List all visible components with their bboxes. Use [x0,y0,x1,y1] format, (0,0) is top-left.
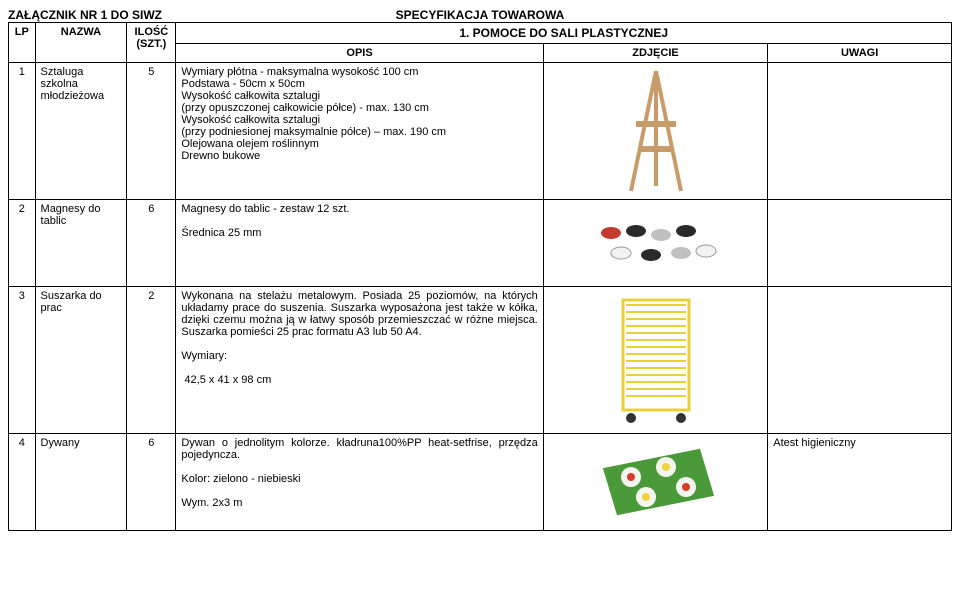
col-opis: OPIS [176,44,543,63]
cell-zdjecie [543,200,768,287]
cell-ilosc: 5 [127,63,176,200]
cell-opis: Magnesy do tablic - zestaw 12 szt. Średn… [176,200,543,287]
cell-lp: 1 [9,63,36,200]
table-row: 1 Sztaluga szkolna młodzieżowa 5 Wymiary… [9,63,952,200]
attachment-title: ZAŁĄCZNIK NR 1 DO SIWZ [8,8,162,22]
table-row: 4 Dywany 6 Dywan o jednolitym kolorze. k… [9,434,952,531]
cell-lp: 2 [9,200,36,287]
easel-icon [611,66,701,196]
cell-opis: Dywan o jednolitym kolorze. kładruna100%… [176,434,543,531]
cell-nazwa: Sztaluga szkolna młodzieżowa [35,63,127,200]
cell-nazwa: Magnesy do tablic [35,200,127,287]
col-ilosc: ILOŚĆ (SZT.) [127,23,176,63]
cell-zdjecie [543,434,768,531]
section-heading: 1. POMOCE DO SALI PLASTYCZNEJ [176,23,952,44]
cell-opis: Wykonana na stelażu metalowym. Posiada 2… [176,287,543,434]
carpet-icon [591,437,721,527]
rack-icon [611,290,701,430]
cell-uwagi [768,200,952,287]
col-lp: LP [9,23,36,63]
cell-uwagi: Atest higieniczny [768,434,952,531]
col-zdjecie: ZDJĘCIE [543,44,768,63]
spec-title: SPECYFIKACJA TOWAROWA [320,8,641,22]
pre-header: ZAŁĄCZNIK NR 1 DO SIWZ SPECYFIKACJA TOWA… [8,8,952,22]
cell-uwagi [768,287,952,434]
col-nazwa: NAZWA [35,23,127,63]
cell-ilosc: 6 [127,434,176,531]
spec-table: LP NAZWA ILOŚĆ (SZT.) 1. POMOCE DO SALI … [8,22,952,531]
cell-zdjecie [543,287,768,434]
cell-opis: Wymiary płótna - maksymalna wysokość 100… [176,63,543,200]
cell-nazwa: Dywany [35,434,127,531]
cell-lp: 3 [9,287,36,434]
magnets-icon [586,213,726,273]
cell-uwagi [768,63,952,200]
cell-lp: 4 [9,434,36,531]
col-uwagi: UWAGI [768,44,952,63]
cell-nazwa: Suszarka do prac [35,287,127,434]
table-row: 3 Suszarka do prac 2 Wykonana na stelażu… [9,287,952,434]
table-row: 2 Magnesy do tablic 6 Magnesy do tablic … [9,200,952,287]
cell-ilosc: 6 [127,200,176,287]
cell-zdjecie [543,63,768,200]
cell-ilosc: 2 [127,287,176,434]
